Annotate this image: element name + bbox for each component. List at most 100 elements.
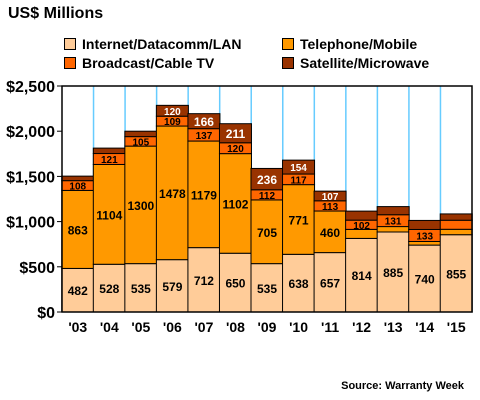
- bar-segment: [376, 231, 410, 313]
- bar-data-label: 1104: [96, 208, 122, 222]
- bar-segment: [345, 210, 379, 221]
- x-tick-label: '11: [321, 319, 339, 335]
- x-tick-label: '05: [131, 319, 150, 335]
- chart-unit-title: US$ Millions: [8, 5, 104, 22]
- bar-segment: [439, 234, 473, 313]
- bar-data-label: 771: [289, 213, 309, 227]
- x-tick-label: '04: [100, 319, 119, 335]
- legend-item-internet: Internet/Datacomm/LAN: [64, 36, 241, 52]
- bar-segment: [92, 147, 126, 155]
- bar-data-label: 211: [226, 127, 246, 141]
- bar-segment: [282, 159, 316, 175]
- bar-data-label: 1478: [159, 187, 186, 201]
- bar-segment: [408, 219, 442, 230]
- legend-swatch-internet: [64, 38, 76, 50]
- y-tick-label: $2,500: [6, 79, 55, 96]
- bar-data-label: 863: [68, 223, 88, 237]
- x-tick-label: '13: [384, 319, 403, 335]
- bar-data-label: 108: [69, 182, 86, 193]
- bar-segment: [92, 263, 126, 313]
- x-tick-label: '12: [352, 319, 371, 335]
- x-tick-label: '14: [415, 319, 434, 335]
- bar-data-label: 1102: [222, 197, 248, 211]
- bar-data-label: 166: [194, 115, 214, 129]
- legend-swatch-broadcast: [64, 57, 76, 69]
- bar-segment: [439, 213, 473, 221]
- bar-segment: [218, 153, 252, 254]
- bar-data-label: 121: [101, 155, 118, 166]
- x-tick-label: '07: [194, 319, 213, 335]
- bar-segment: [155, 259, 189, 313]
- bar-data-label: 117: [290, 175, 307, 186]
- bar-data-label: 133: [416, 231, 433, 242]
- bar-data-label: 102: [353, 221, 370, 232]
- bar-segment: [124, 130, 158, 138]
- bar-data-label: 154: [290, 163, 307, 174]
- legend-item-telephone: Telephone/Mobile: [282, 36, 417, 52]
- legend-label-internet: Internet/Datacomm/LAN: [82, 36, 242, 52]
- bar-data-label: 109: [164, 117, 181, 128]
- bar-data-label: 120: [164, 107, 181, 118]
- bar-data-label: 236: [257, 173, 277, 187]
- legend-label-satellite: Satellite/Microwave: [300, 55, 430, 71]
- bar-data-label: 137: [196, 131, 213, 142]
- bar-data-label: 705: [257, 226, 277, 240]
- bar-data-label: 1300: [127, 199, 154, 213]
- legend-item-satellite: Satellite/Microwave: [282, 55, 429, 71]
- bar-data-label: 482: [68, 284, 88, 298]
- legend-swatch-satellite: [282, 57, 294, 69]
- bar-data-label: 740: [415, 273, 435, 287]
- bar-segment: [155, 104, 189, 117]
- legend-label-telephone: Telephone/Mobile: [300, 36, 418, 52]
- bar-segment: [187, 140, 221, 249]
- bar-segment: [376, 206, 410, 216]
- bar-segment: [155, 125, 189, 261]
- bar-data-label: 107: [322, 192, 339, 203]
- legend-item-broadcast: Broadcast/Cable TV: [64, 55, 214, 71]
- bar-segment: [439, 219, 473, 230]
- bar-data-label: 814: [352, 269, 372, 283]
- bar-segment: [250, 199, 284, 265]
- x-tick-label: '03: [68, 319, 87, 335]
- bar-segment: [250, 263, 284, 313]
- bar-data-label: 650: [225, 277, 245, 291]
- y-tick-label: $0: [37, 305, 55, 322]
- bar-data-label: 579: [162, 280, 182, 294]
- x-tick-label: '10: [289, 319, 308, 335]
- bar-data-label: 120: [227, 144, 244, 155]
- bar-data-label: 535: [131, 282, 151, 296]
- bar-segment: [124, 263, 158, 313]
- bar-data-label: 712: [194, 274, 214, 288]
- y-tick-label: $500: [19, 260, 55, 277]
- x-tick-label: '06: [163, 319, 182, 335]
- bar-segment: [439, 228, 473, 236]
- bar-segment: [187, 247, 221, 313]
- y-tick-label: $2,000: [6, 124, 55, 141]
- bar-segment: [313, 190, 347, 202]
- x-tick-label: '08: [226, 319, 245, 335]
- bar-segment: [187, 113, 221, 130]
- bar-data-label: 657: [320, 276, 340, 290]
- bar-segment: [408, 244, 442, 313]
- bar-data-label: 528: [99, 282, 119, 296]
- plot-border: [61, 85, 473, 313]
- bar-data-label: 105: [133, 137, 150, 148]
- source-note: Source: Warranty Week: [341, 380, 464, 392]
- bar-data-label: 535: [257, 282, 277, 296]
- bar-segment: [92, 163, 126, 265]
- bar-data-label: 855: [446, 267, 466, 281]
- legend-label-broadcast: Broadcast/Cable TV: [82, 55, 215, 71]
- bar-data-label: 112: [259, 191, 276, 202]
- y-tick-label: $1,500: [6, 169, 55, 186]
- x-tick-label: '09: [258, 319, 277, 335]
- bar-segment: [218, 123, 252, 144]
- bar-data-label: 131: [385, 217, 402, 228]
- bar-data-label: 885: [383, 266, 403, 280]
- bar-data-label: 638: [289, 277, 309, 291]
- x-tick-label: '15: [447, 319, 466, 335]
- y-tick-label: $1,000: [6, 215, 55, 232]
- bar-data-label: 1179: [191, 188, 217, 202]
- bar-data-label: 460: [320, 226, 340, 240]
- legend-swatch-telephone: [282, 38, 294, 50]
